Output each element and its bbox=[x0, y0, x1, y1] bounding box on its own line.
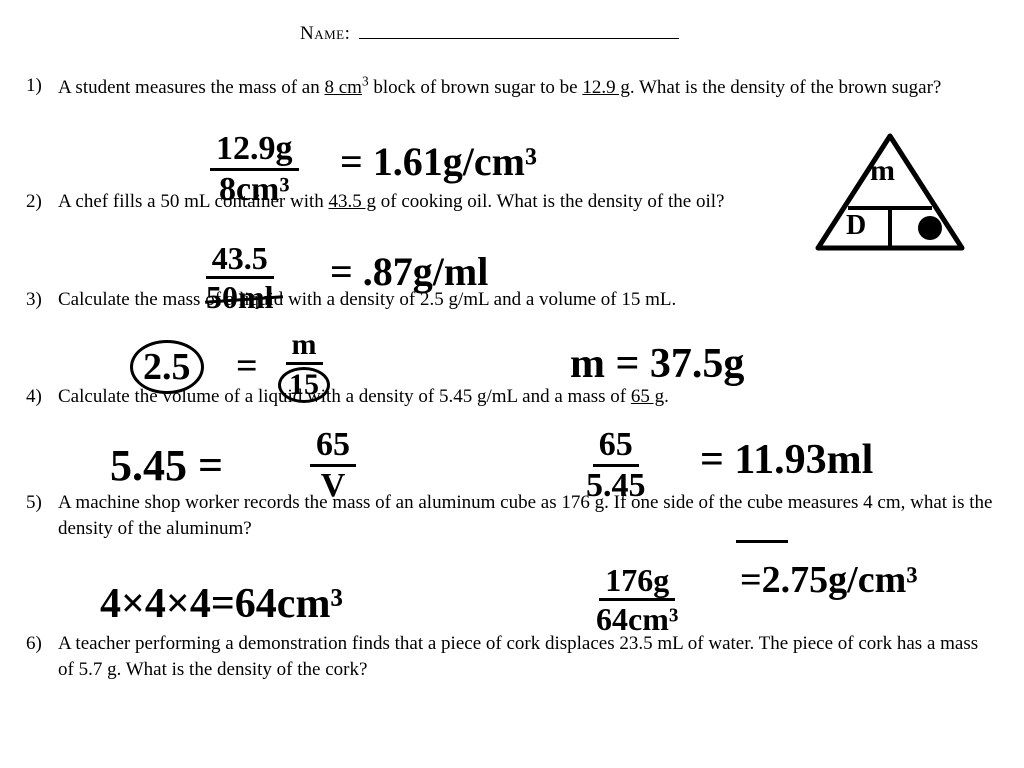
problem-number: 5) bbox=[26, 490, 42, 516]
problem-5: 5) A machine shop worker records the mas… bbox=[20, 490, 994, 541]
hw-triangle-icon bbox=[810, 130, 970, 255]
problem-text: Calculate the mass of a liquid with a de… bbox=[58, 289, 676, 310]
problem-number: 3) bbox=[26, 287, 42, 313]
name-header: Name: bbox=[300, 20, 994, 45]
problem-number: 1) bbox=[26, 73, 42, 99]
name-blank-line bbox=[359, 20, 679, 39]
problem-text: A student measures the mass of an 8 cm3 … bbox=[58, 77, 941, 98]
problem-text: A machine shop worker records the mass o… bbox=[58, 492, 992, 539]
problem-number: 4) bbox=[26, 384, 42, 410]
name-label: Name: bbox=[300, 23, 350, 44]
hw-q5-overbar bbox=[736, 540, 788, 543]
problem-text: Calculate the volume of a liquid with a … bbox=[58, 386, 669, 407]
problem-1: 1) A student measures the mass of an 8 c… bbox=[20, 73, 994, 101]
problem-6: 6) A teacher performing a demonstration … bbox=[20, 631, 994, 682]
problem-number: 6) bbox=[26, 631, 42, 657]
problem-text: A teacher performing a demonstration fin… bbox=[58, 633, 978, 680]
problem-3: 3) Calculate the mass of a liquid with a… bbox=[20, 287, 994, 313]
problem-text: A chef fills a 50 mL container with 43.5… bbox=[58, 191, 724, 212]
problem-number: 2) bbox=[26, 189, 42, 215]
problem-4: 4) Calculate the volume of a liquid with… bbox=[20, 384, 994, 410]
